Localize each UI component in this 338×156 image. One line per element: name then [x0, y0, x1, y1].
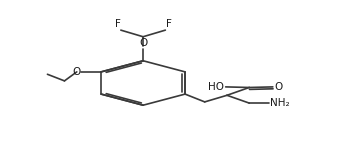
Text: F: F — [115, 19, 121, 29]
Text: O: O — [140, 38, 148, 48]
Text: F: F — [166, 19, 171, 29]
Text: HO: HO — [208, 82, 224, 92]
Text: O: O — [72, 67, 80, 77]
Text: O: O — [274, 82, 283, 92]
Text: NH₂: NH₂ — [270, 98, 290, 108]
